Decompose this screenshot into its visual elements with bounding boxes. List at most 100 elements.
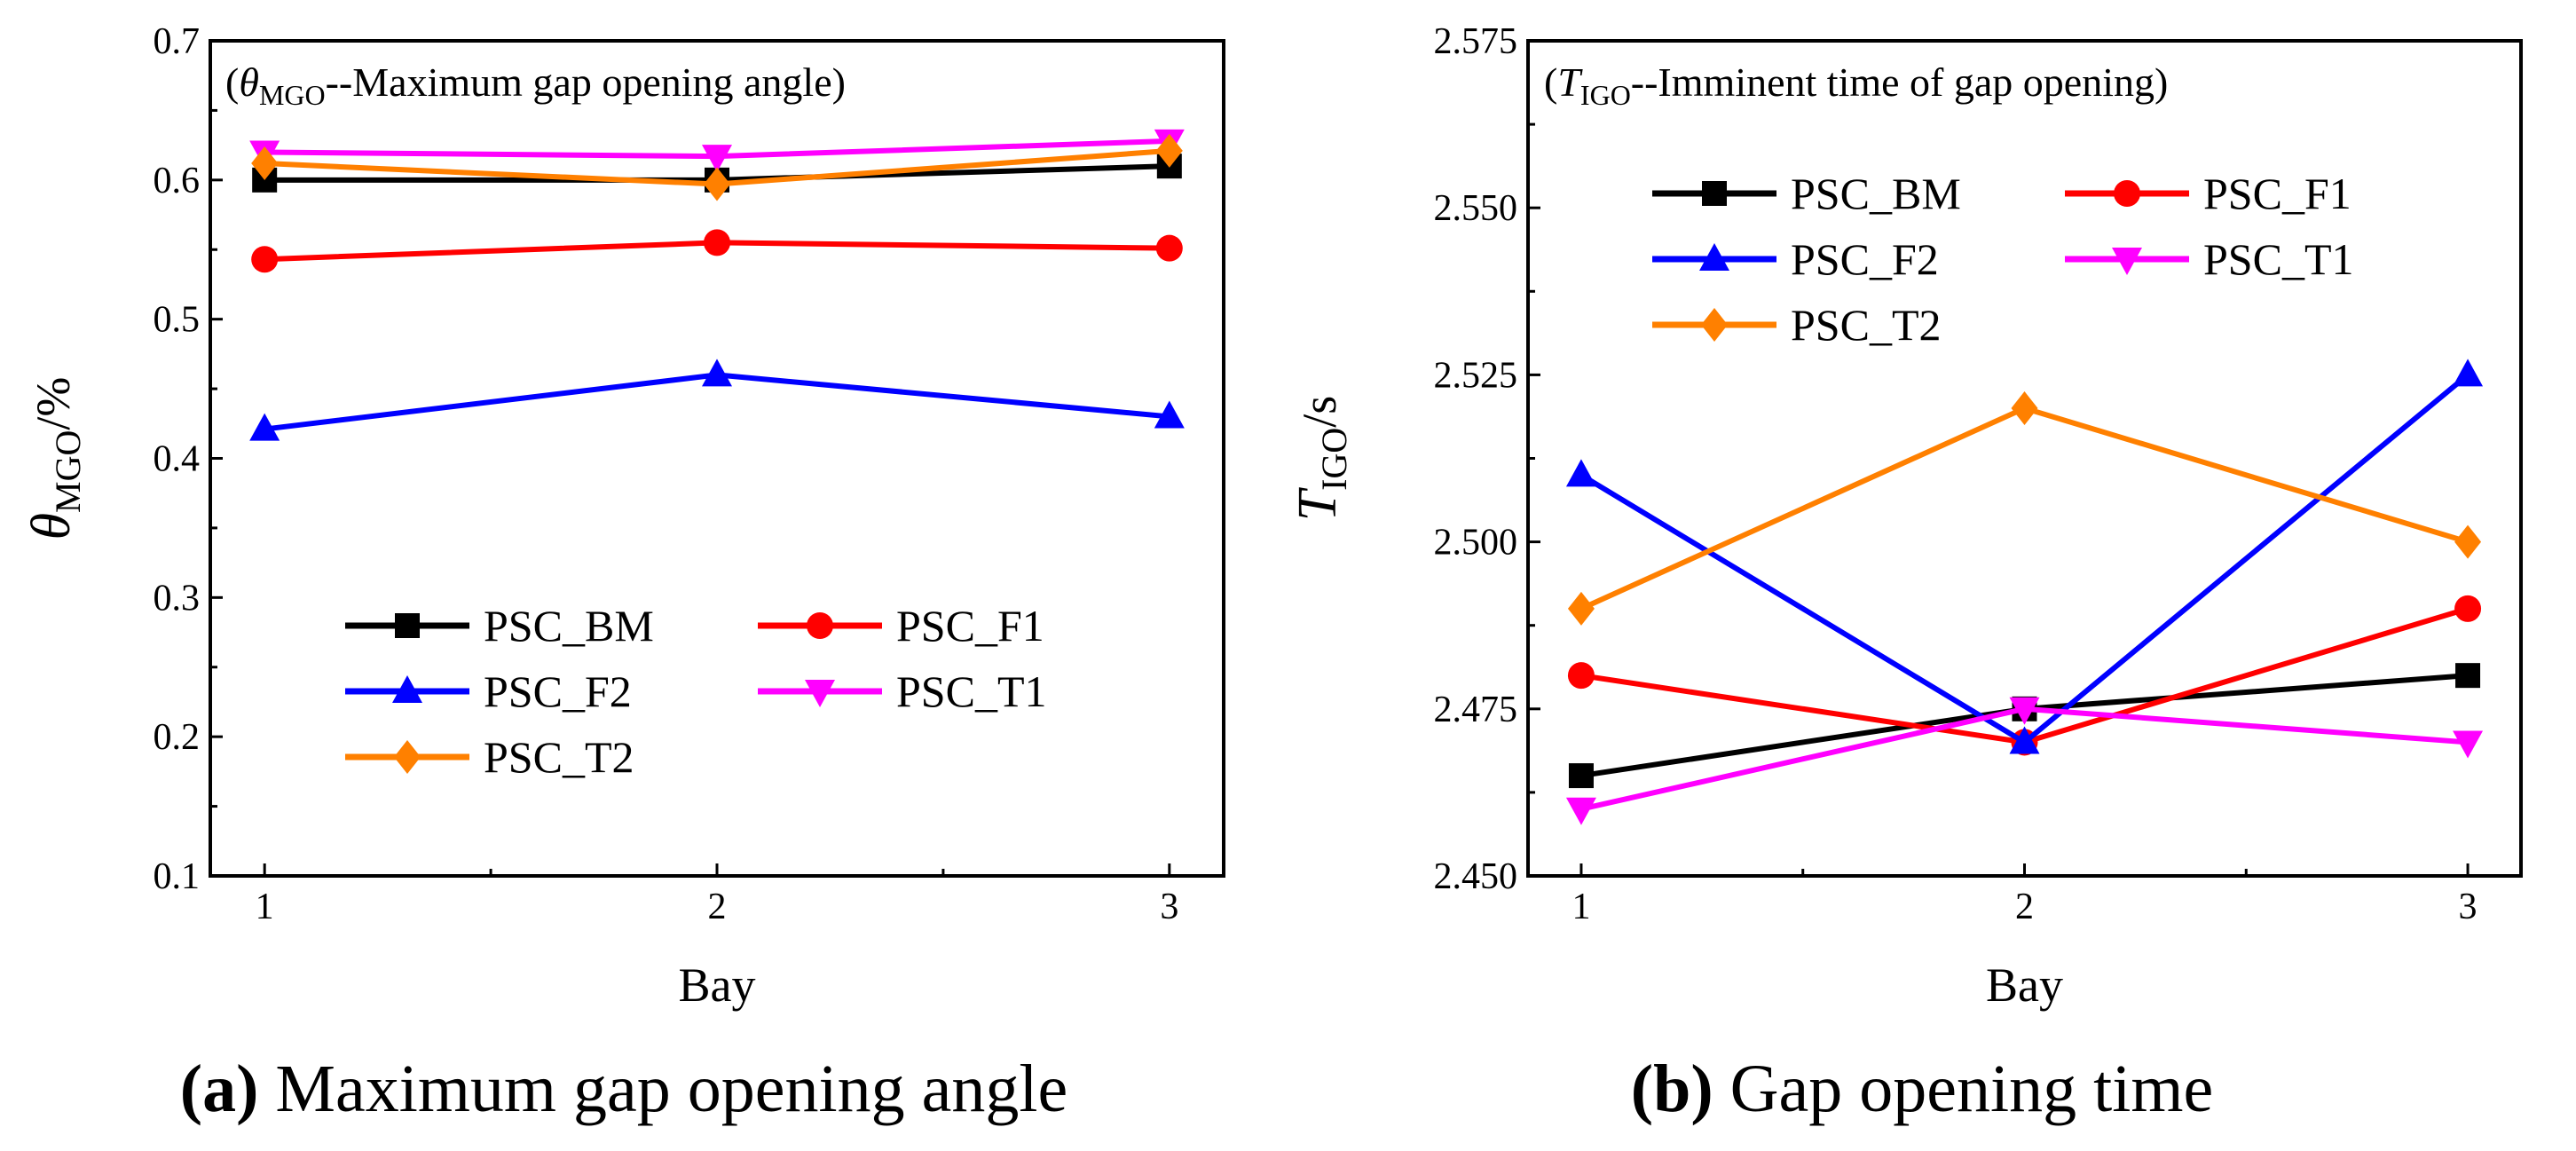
legend-label: PSC_F2 xyxy=(1791,234,1939,284)
data-point xyxy=(1565,459,1596,487)
legend-marker xyxy=(395,613,420,638)
x-tick-label: 1 xyxy=(256,887,274,927)
y-tick-label: 2.525 xyxy=(1434,355,1518,396)
legend-label: PSC_T1 xyxy=(2203,234,2354,284)
annotation-open: ( xyxy=(1544,59,1557,105)
legend-label: PSC_T2 xyxy=(1791,300,1942,350)
data-point xyxy=(2453,359,2484,387)
legend-marker xyxy=(1699,243,1729,271)
annotation: (θMGO--Maximum gap opening angle) xyxy=(225,59,846,111)
legend-label: PSC_BM xyxy=(1791,169,1961,218)
data-point xyxy=(2454,524,2482,559)
x-tick-label: 3 xyxy=(1160,887,1178,927)
legend: PSC_BM PSC_F1 PSC_F2 PSC_T1 PSC_T2 xyxy=(1652,169,2354,350)
data-point xyxy=(1565,797,1596,825)
data-point xyxy=(1567,591,1595,626)
data-point xyxy=(1155,133,1183,168)
data-point xyxy=(2454,595,2482,622)
annotation-rest: --Maximum gap opening angle) xyxy=(326,59,846,105)
series-psc-t1 xyxy=(1565,697,2484,825)
y-tick-label: 0.2 xyxy=(154,717,201,758)
data-point xyxy=(2009,697,2040,725)
data-point xyxy=(249,413,280,441)
legend-label: PSC_F1 xyxy=(2203,169,2351,218)
y-tick-label: 0.1 xyxy=(154,856,201,897)
annotation-sub: IGO xyxy=(1580,79,1631,111)
y-tick-label: 2.500 xyxy=(1434,523,1518,564)
legend-marker xyxy=(807,612,833,639)
series-psc-t1 xyxy=(249,129,1185,173)
series-line xyxy=(1579,405,2469,611)
caption-letter: (b) xyxy=(1631,1052,1713,1126)
annotation: (TIGO--Imminent time of gap opening) xyxy=(1544,59,2168,111)
data-point xyxy=(702,359,732,387)
data-point xyxy=(2455,663,2481,689)
data-point xyxy=(704,167,730,201)
legend-label: PSC_T2 xyxy=(484,732,634,782)
y-label-sub: MGO xyxy=(48,430,88,513)
y-label-sub: IGO xyxy=(1314,428,1354,491)
y-label-symbol: T xyxy=(1288,486,1348,521)
data-point xyxy=(1567,662,1595,690)
x-tick-label: 1 xyxy=(1572,887,1590,927)
legend-marker xyxy=(1701,308,1728,342)
x-tick-label: 3 xyxy=(2459,887,2478,927)
series-psc-t2 xyxy=(251,133,1183,201)
y-tick-label: 0.4 xyxy=(154,439,201,480)
legend-label: PSC_BM xyxy=(484,601,654,650)
legend-label: PSC_F2 xyxy=(484,666,632,716)
data-point xyxy=(702,145,732,173)
data-point xyxy=(2009,726,2040,754)
data-point xyxy=(1568,763,1594,789)
y-tick-label: 2.550 xyxy=(1434,188,1518,229)
x-axis-label: Bay xyxy=(1986,958,2063,1012)
y-tick-label: 2.575 xyxy=(1434,21,1518,62)
y-label-symbol: θ xyxy=(21,513,82,540)
legend-label: PSC_F1 xyxy=(896,601,1044,650)
x-tick-label: 2 xyxy=(2015,887,2034,927)
y-label-rest: /s xyxy=(1293,396,1346,428)
y-tick-label: 2.450 xyxy=(1434,856,1518,897)
data-point xyxy=(251,246,279,273)
series-psc-f2 xyxy=(249,359,1185,441)
legend-marker xyxy=(1702,181,1727,206)
legend-marker xyxy=(2112,248,2142,275)
series-psc-bm xyxy=(1568,663,2481,789)
x-axis-label: Bay xyxy=(679,958,756,1012)
legend-marker xyxy=(2114,180,2140,207)
y-tick-label: 0.5 xyxy=(154,300,201,341)
series-line xyxy=(1580,673,2469,779)
data-point xyxy=(2011,391,2038,426)
y-tick-label: 2.475 xyxy=(1434,690,1518,730)
data-point xyxy=(1155,234,1183,262)
x-tick-label: 2 xyxy=(708,887,727,927)
annotation-rest: --Imminent time of gap opening) xyxy=(1631,59,2169,105)
legend-label: PSC_T1 xyxy=(896,666,1047,716)
caption: (a) Maximum gap opening angle xyxy=(180,1052,1067,1126)
y-tick-label: 0.6 xyxy=(154,161,201,201)
y-tick-label: 0.7 xyxy=(154,21,201,62)
legend-marker xyxy=(392,675,422,703)
series-psc-f1 xyxy=(251,229,1183,273)
caption-text: Maximum gap opening angle xyxy=(258,1052,1067,1126)
series-psc-t2 xyxy=(1567,391,2482,626)
annotation-sub: MGO xyxy=(259,79,326,111)
y-label-rest: /% xyxy=(27,377,80,430)
data-point xyxy=(251,146,279,181)
y-axis-label: θMGO/% xyxy=(21,377,88,540)
annotation-open: ( xyxy=(225,59,239,105)
data-point xyxy=(704,229,730,256)
annotation-symbol: θ xyxy=(239,59,259,105)
legend-marker xyxy=(805,680,835,707)
annotation-symbol: T xyxy=(1557,59,1583,105)
caption: (b) Gap opening time xyxy=(1631,1052,2213,1126)
data-point xyxy=(1154,400,1185,429)
y-axis-label: TIGO/s xyxy=(1288,396,1354,522)
legend: PSC_BM PSC_F1 PSC_F2 PSC_T1 PSC_T2 xyxy=(345,601,1047,782)
legend-marker xyxy=(394,740,421,774)
caption-text: Gap opening time xyxy=(1713,1052,2214,1126)
y-tick-label: 0.3 xyxy=(154,578,201,619)
